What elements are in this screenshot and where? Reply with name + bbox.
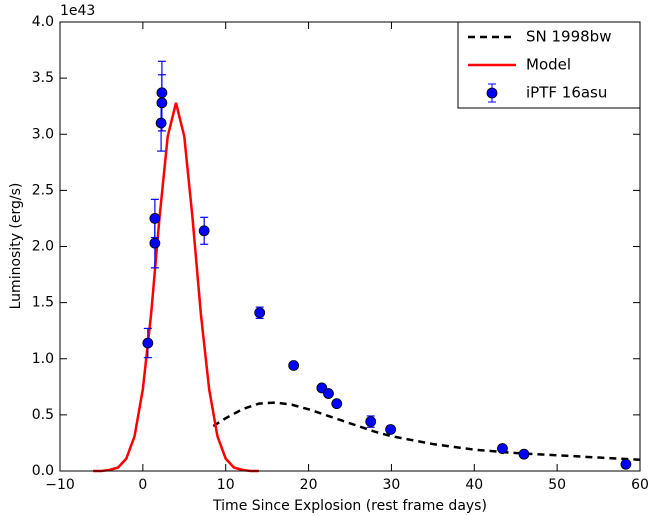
marker bbox=[156, 97, 168, 109]
y-tick-label: 1.5 bbox=[32, 295, 54, 311]
marker bbox=[518, 448, 530, 460]
x-tick-label: 40 bbox=[465, 477, 483, 493]
marker bbox=[331, 398, 343, 410]
x-tick-label: 0 bbox=[138, 477, 147, 493]
plot-frame bbox=[59, 21, 641, 472]
marker bbox=[149, 213, 161, 224]
x-tick-label: 20 bbox=[300, 477, 318, 493]
legend-marker bbox=[486, 87, 498, 99]
marker bbox=[156, 87, 168, 99]
x-tick-label: −10 bbox=[45, 477, 75, 493]
marker bbox=[365, 416, 377, 428]
x-tick-label: 50 bbox=[548, 477, 566, 493]
y-tick-label: 0.5 bbox=[32, 407, 54, 423]
marker bbox=[497, 443, 508, 454]
legend-label: SN 1998bw bbox=[526, 28, 611, 46]
legend-label: iPTF 16asu bbox=[526, 84, 607, 102]
x-axis-label: Time Since Explosion (rest frame days) bbox=[212, 498, 487, 514]
line bbox=[93, 102, 259, 473]
y-tick-label: 2.0 bbox=[32, 239, 54, 255]
x-tick-label: 10 bbox=[217, 477, 235, 493]
marker bbox=[323, 388, 334, 399]
y-tick-label: 4.0 bbox=[32, 14, 54, 30]
marker bbox=[620, 458, 632, 470]
y-tick-label: 3.0 bbox=[32, 126, 54, 142]
marker bbox=[155, 117, 167, 129]
marker bbox=[142, 337, 154, 349]
y-tick-label: 0.0 bbox=[32, 463, 54, 479]
marker bbox=[198, 225, 210, 237]
x-tick-label: 30 bbox=[383, 477, 401, 493]
y-axis-label: Luminosity (erg/s) bbox=[8, 183, 24, 310]
line bbox=[212, 401, 641, 462]
y-offset-label: 1e43 bbox=[60, 3, 95, 19]
legend-label: Model bbox=[526, 56, 571, 74]
y-tick-label: 2.5 bbox=[32, 182, 54, 198]
marker bbox=[385, 424, 397, 435]
marker bbox=[288, 360, 300, 371]
x-tick-label: 60 bbox=[631, 477, 649, 493]
y-tick-label: 3.5 bbox=[32, 70, 54, 86]
marker bbox=[254, 307, 266, 319]
marker bbox=[149, 237, 161, 249]
y-tick-label: 1.0 bbox=[32, 351, 54, 367]
